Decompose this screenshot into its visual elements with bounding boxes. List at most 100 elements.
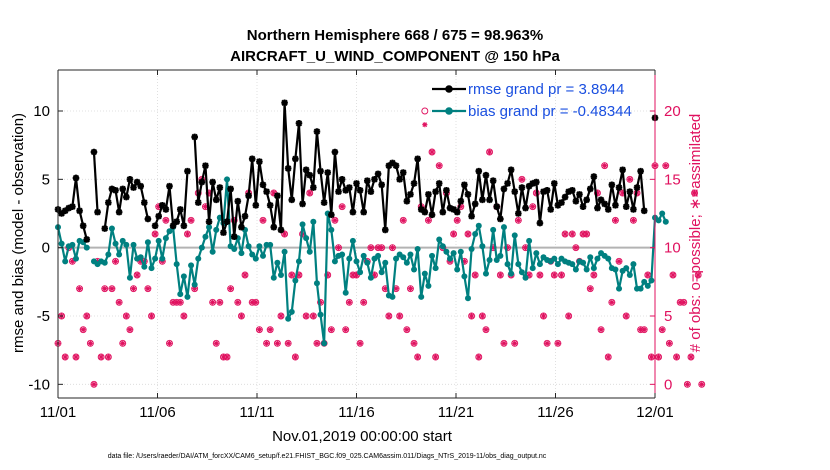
bias-point: [155, 237, 162, 244]
obs-assimilated-marker: [627, 176, 633, 182]
x-tick-label: 11/26: [537, 404, 573, 421]
rmse-point-core: [200, 180, 204, 184]
obs-possible-marker: [291, 353, 299, 361]
bias-point: [202, 233, 209, 240]
obs-possible-marker: [615, 257, 623, 265]
bias-point: [637, 285, 644, 292]
rmse-point-core: [171, 224, 175, 228]
obs-assimilated-marker: [558, 272, 565, 278]
legend-rmse-marker: [445, 85, 453, 93]
obs-possible-marker: [356, 339, 364, 347]
obs-assimilated-marker: [213, 340, 219, 346]
obs-assimilated-marker: [673, 354, 680, 360]
obs-possible-marker: [687, 353, 695, 361]
rmse-point-core: [412, 181, 416, 186]
obs-possible-marker: [288, 271, 296, 279]
obs-assimilated-marker: [616, 258, 622, 264]
obs-assimilated-marker: [526, 272, 532, 278]
obs-possible-marker: [112, 257, 119, 265]
bias-point: [616, 285, 623, 292]
obs-assimilated-marker: [73, 354, 79, 360]
bias-point: [119, 237, 126, 244]
obs-assimilated-marker: [544, 340, 550, 346]
obs-possible-marker: [130, 285, 137, 293]
obs-possible-marker: [259, 216, 267, 224]
obs-assimilated-marker: [206, 190, 212, 196]
rmse-point-core: [358, 188, 362, 193]
obs-assimilated-marker: [292, 354, 298, 360]
obs-possible-marker: [410, 339, 418, 347]
legend-rmse-label: rmse grand pr = 3.8944: [468, 81, 624, 98]
legend: rmse grand pr = 3.8944 bias grand pr = -…: [432, 81, 632, 120]
obs-assimilated-marker: [407, 286, 414, 292]
rmse-point-core: [257, 159, 262, 164]
obs-assimilated-marker: [220, 354, 227, 360]
obs-possible-marker: [216, 298, 224, 306]
obs-assimilated-marker: [688, 354, 694, 360]
obs-assimilated-marker: [368, 245, 374, 251]
bias-point: [364, 259, 371, 266]
obs-assimilated-marker: [666, 340, 672, 346]
rmse-point-core: [628, 189, 632, 194]
bias-point: [105, 251, 112, 258]
bias-point: [414, 246, 421, 253]
obs-assimilated-marker: [328, 327, 334, 333]
obs-assimilated-marker: [166, 340, 173, 346]
bias-point: [587, 254, 594, 261]
obs-assimilated-marker: [465, 231, 471, 237]
obs-assimilated-marker: [332, 217, 338, 223]
y2-tick-label: 5: [664, 308, 672, 325]
rmse-point-core: [613, 203, 618, 208]
obs-possible-marker: [360, 298, 368, 306]
bias-point: [274, 259, 281, 266]
bias-point: [623, 265, 630, 272]
bias-point: [285, 315, 292, 322]
obs-assimilated-marker: [411, 340, 417, 346]
x-tick-label: 11/06: [139, 404, 175, 421]
obs-assimilated-marker: [684, 381, 690, 387]
bias-point: [252, 255, 259, 262]
rmse-point-core: [498, 217, 503, 221]
rmse-point-core: [610, 183, 614, 187]
bias-point: [655, 217, 662, 224]
obs-possible-marker: [565, 312, 573, 320]
bias-point: [342, 289, 349, 296]
bias-point: [306, 248, 313, 255]
obs-assimilated-marker: [188, 217, 194, 223]
series-lines: [54, 99, 669, 347]
y-tick-label: -5: [37, 308, 50, 325]
obs-possible-marker: [338, 203, 346, 211]
obs-assimilated-marker: [296, 272, 302, 278]
bias-point: [137, 254, 144, 261]
bias-point: [511, 232, 518, 239]
obs-assimilated-marker: [307, 190, 313, 196]
obs-possible-marker: [72, 353, 80, 361]
obs-assimilated-marker: [242, 272, 248, 278]
rmse-point-core: [124, 195, 129, 199]
rmse-point-core: [106, 200, 111, 205]
rmse-point-core: [397, 177, 402, 182]
bias-point: [209, 248, 216, 255]
obs-assimilated-marker: [620, 190, 626, 196]
obs-assimilated-marker: [472, 272, 478, 278]
obs-assimilated-marker: [425, 217, 432, 223]
obs-assimilated-marker: [436, 163, 442, 169]
rmse-point-core: [74, 176, 78, 180]
rmse-point-core: [207, 219, 211, 224]
chart-subtitle: AIRCRAFT_U_WIND_COMPONENT @ 150 hPa: [230, 48, 560, 65]
y-tick-label: 10: [33, 103, 50, 120]
obs-possible-marker: [629, 216, 637, 224]
bias-point: [184, 293, 191, 300]
rmse-point-core: [369, 189, 373, 194]
rmse-point-core: [279, 228, 283, 232]
rmse-point-core: [361, 210, 366, 214]
obs-possible-marker: [266, 326, 274, 334]
rmse-point-core: [516, 211, 521, 216]
obs-assimilated-marker: [522, 245, 529, 251]
bias-point: [551, 255, 558, 262]
rmse-point-core: [286, 166, 290, 171]
rmse-point-core: [423, 210, 427, 214]
bias-point: [393, 255, 400, 262]
rmse-point-core: [340, 177, 344, 182]
bias-point: [353, 258, 360, 265]
